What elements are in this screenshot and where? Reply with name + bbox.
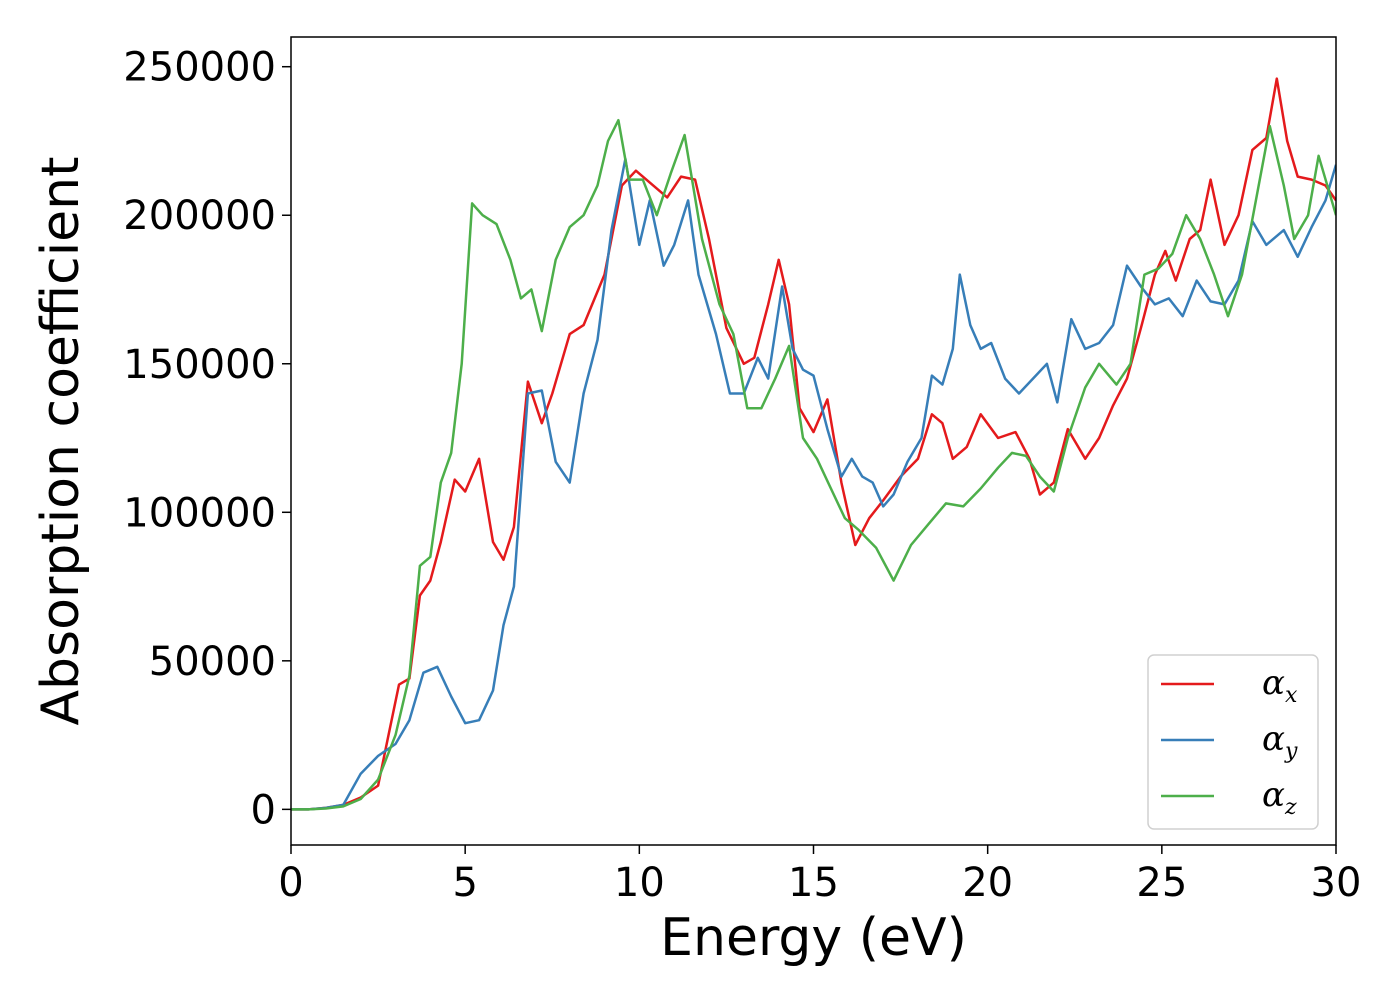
x-tick-label: 10 (614, 860, 665, 906)
y-axis-title: Absorption coefficient (31, 156, 91, 725)
x-tick-label: 30 (1311, 860, 1362, 906)
y-tick-label: 200000 (123, 193, 276, 239)
y-tick-label: 100000 (123, 490, 276, 536)
x-tick-label: 5 (452, 860, 477, 906)
ticks-layer: 0 5 10 15 20 25 30 0 50000 100000 150000 200000 2500… (123, 45, 1361, 906)
series-layer (291, 77, 1336, 811)
x-tick-label: 0 (278, 860, 303, 906)
y-tick-label: 150000 (123, 342, 276, 388)
series-line-x (291, 77, 1336, 811)
series-line-y (291, 157, 1336, 811)
x-tick-label: 15 (788, 860, 839, 906)
y-tick-label: 250000 (123, 45, 276, 91)
y-tick-label: 0 (251, 787, 276, 833)
x-tick-label: 25 (1136, 860, 1187, 906)
y-tick-label: 50000 (149, 639, 276, 685)
x-axis-title: Energy (eV) (660, 908, 967, 968)
series-line-z (291, 118, 1336, 811)
legend-label-x: αx (1262, 663, 1298, 708)
legend-box (1147, 654, 1319, 830)
x-tick-label: 20 (962, 860, 1013, 906)
